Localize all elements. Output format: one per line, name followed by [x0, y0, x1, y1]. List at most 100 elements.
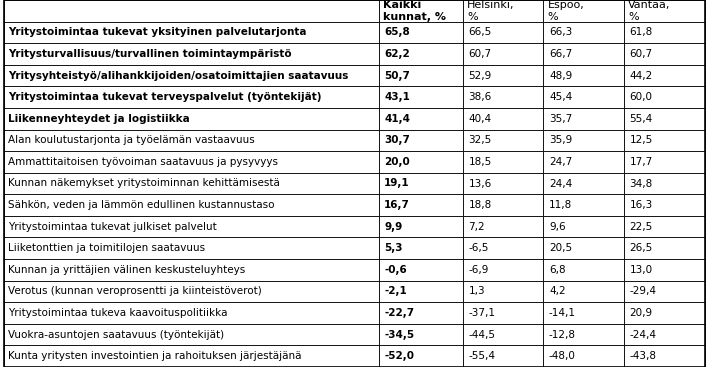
Bar	[4, 151, 378, 173]
Bar	[4, 43, 378, 65]
Text: 18,8: 18,8	[468, 200, 491, 210]
Bar	[462, 324, 544, 345]
Bar	[462, 0, 544, 22]
Text: 26,5: 26,5	[630, 243, 653, 253]
Text: Yritystoimintaa tukevat terveyspalvelut (työntekijät): Yritystoimintaa tukevat terveyspalvelut …	[8, 92, 321, 102]
Bar	[624, 86, 705, 108]
Text: -48,0: -48,0	[549, 351, 576, 361]
Bar	[624, 281, 705, 302]
Bar	[378, 259, 462, 281]
Bar	[624, 324, 705, 345]
Text: 66,7: 66,7	[549, 49, 573, 59]
Bar	[4, 281, 378, 302]
Text: 13,0: 13,0	[630, 265, 653, 275]
Text: 13,6: 13,6	[468, 178, 491, 189]
Text: 38,6: 38,6	[468, 92, 491, 102]
Bar	[4, 0, 378, 22]
Text: -24,4: -24,4	[630, 330, 657, 339]
Text: -22,7: -22,7	[384, 308, 414, 318]
Bar	[544, 108, 624, 130]
Text: Yritystoimintaa tukevat julkiset palvelut: Yritystoimintaa tukevat julkiset palvelu…	[8, 222, 217, 232]
Text: 43,1: 43,1	[384, 92, 410, 102]
Text: Kaikki
kunnat, %: Kaikki kunnat, %	[383, 0, 445, 22]
Text: Yritysturvallisuus/turvallinen toimintaympäristö: Yritysturvallisuus/turvallinen toimintay…	[8, 49, 292, 59]
Text: -2,1: -2,1	[384, 286, 407, 297]
Bar	[4, 216, 378, 237]
Bar	[462, 65, 544, 86]
Bar	[624, 0, 705, 22]
Text: 61,8: 61,8	[630, 28, 653, 37]
Bar	[624, 345, 705, 367]
Bar	[624, 216, 705, 237]
Text: 9,9: 9,9	[384, 222, 402, 232]
Bar	[4, 86, 378, 108]
Text: -0,6: -0,6	[384, 265, 407, 275]
Bar	[378, 43, 462, 65]
Text: 35,7: 35,7	[549, 114, 573, 124]
Text: -34,5: -34,5	[384, 330, 414, 339]
Bar	[544, 345, 624, 367]
Text: Verotus (kunnan veroprosentti ja kiinteistöverot): Verotus (kunnan veroprosentti ja kiintei…	[8, 286, 261, 297]
Bar	[462, 43, 544, 65]
Bar	[624, 130, 705, 151]
Text: 1,3: 1,3	[468, 286, 485, 297]
Bar	[624, 173, 705, 194]
Text: 16,7: 16,7	[384, 200, 410, 210]
Text: 34,8: 34,8	[630, 178, 653, 189]
Bar	[462, 22, 544, 43]
Text: Yritysyhteistyö/alihankkijoiden/osatoimittajien saatavuus: Yritysyhteistyö/alihankkijoiden/osatoimi…	[8, 70, 348, 81]
Text: 17,7: 17,7	[630, 157, 653, 167]
Text: 12,5: 12,5	[630, 135, 653, 145]
Bar	[378, 0, 462, 22]
Text: -43,8: -43,8	[630, 351, 657, 361]
Text: 30,7: 30,7	[384, 135, 410, 145]
Text: Vuokra-asuntojen saatavuus (työntekijät): Vuokra-asuntojen saatavuus (työntekijät)	[8, 330, 224, 339]
Text: 24,7: 24,7	[549, 157, 573, 167]
Bar	[624, 22, 705, 43]
Bar	[378, 22, 462, 43]
Bar	[544, 22, 624, 43]
Text: 5,3: 5,3	[384, 243, 402, 253]
Text: 41,4: 41,4	[384, 114, 410, 124]
Bar	[544, 302, 624, 324]
Bar	[378, 86, 462, 108]
Bar	[378, 281, 462, 302]
Text: 66,5: 66,5	[468, 28, 491, 37]
Bar	[544, 151, 624, 173]
Bar	[4, 130, 378, 151]
Bar	[462, 194, 544, 216]
Bar	[544, 281, 624, 302]
Bar	[462, 237, 544, 259]
Bar	[544, 324, 624, 345]
Text: -6,9: -6,9	[468, 265, 489, 275]
Text: 40,4: 40,4	[468, 114, 491, 124]
Bar	[624, 237, 705, 259]
Bar	[378, 173, 462, 194]
Bar	[378, 130, 462, 151]
Text: Liikenneyhteydet ja logistiikka: Liikenneyhteydet ja logistiikka	[8, 114, 189, 124]
Text: -55,4: -55,4	[468, 351, 496, 361]
Text: 60,7: 60,7	[468, 49, 491, 59]
Bar	[624, 108, 705, 130]
Text: 50,7: 50,7	[384, 70, 410, 81]
Bar	[544, 0, 624, 22]
Text: Yritystoimintaa tukeva kaavoituspolitiikka: Yritystoimintaa tukeva kaavoituspolitiik…	[8, 308, 227, 318]
Bar	[624, 65, 705, 86]
Text: 16,3: 16,3	[630, 200, 653, 210]
Text: -29,4: -29,4	[630, 286, 657, 297]
Bar	[4, 22, 378, 43]
Text: Yritystoimintaa tukevat yksityinen palvelutarjonta: Yritystoimintaa tukevat yksityinen palve…	[8, 28, 306, 37]
Bar	[4, 302, 378, 324]
Text: 66,3: 66,3	[549, 28, 573, 37]
Text: 60,0: 60,0	[630, 92, 652, 102]
Bar	[624, 43, 705, 65]
Bar	[4, 324, 378, 345]
Bar	[378, 302, 462, 324]
Bar	[4, 65, 378, 86]
Bar	[378, 237, 462, 259]
Text: 32,5: 32,5	[468, 135, 491, 145]
Text: Espoo,
%: Espoo, %	[548, 0, 585, 22]
Bar	[378, 108, 462, 130]
Bar	[4, 194, 378, 216]
Text: 7,2: 7,2	[468, 222, 485, 232]
